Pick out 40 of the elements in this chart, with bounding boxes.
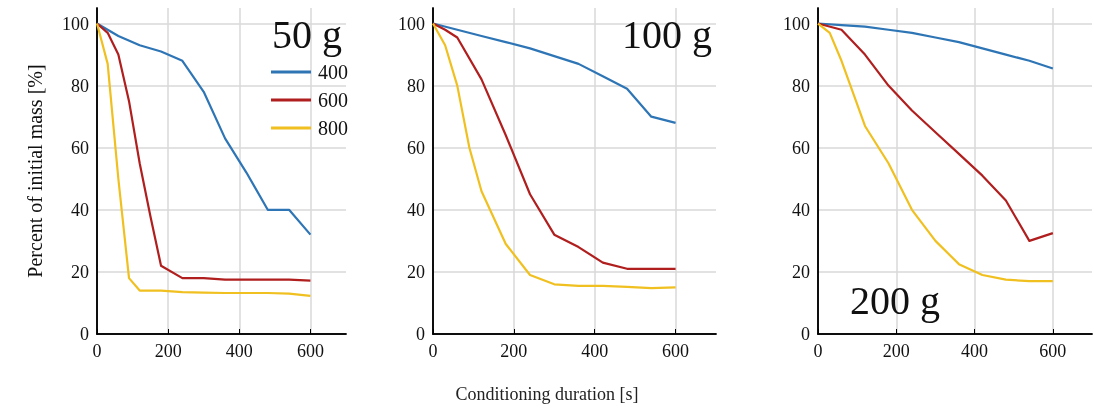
y-tick-label: 0	[416, 324, 425, 344]
y-tick-label: 100	[783, 13, 810, 34]
y-axis-title: Percent of initial mass [%]	[24, 64, 46, 278]
x-tick-label: 600	[662, 341, 690, 361]
x-tick-label: 400	[961, 341, 989, 361]
y-tick-label: 0	[801, 324, 810, 344]
x-tick-label: 400	[225, 341, 253, 361]
y-tick-label: 80	[407, 75, 425, 96]
y-tick-label: 80	[792, 75, 810, 96]
y-tick-label: 80	[71, 75, 89, 96]
y-tick-label: 40	[71, 199, 89, 220]
y-tick-label: 60	[71, 137, 89, 158]
annotation: 100 g	[622, 11, 712, 57]
x-tick-label: 200	[500, 341, 528, 361]
legend-label: 400	[318, 61, 348, 83]
x-tick-label: 200	[154, 341, 182, 361]
y-tick-label: 60	[407, 137, 425, 158]
y-tick-label: 40	[407, 199, 425, 220]
y-tick-label: 20	[792, 261, 810, 282]
x-axis-title: Conditioning duration [s]	[454, 384, 640, 405]
y-tick-label: 100	[398, 13, 425, 34]
y-tick-label: 100	[62, 13, 89, 34]
x-tick-label: 200	[882, 341, 910, 361]
x-tick-label: 0	[92, 341, 102, 361]
y-tick-label: 40	[792, 199, 810, 220]
y-tick-label: 20	[407, 261, 425, 282]
y-tick-label: 60	[792, 137, 810, 158]
x-tick-label: 0	[813, 341, 823, 361]
legend-label: 800	[318, 117, 348, 139]
annotation: 200 g	[850, 277, 940, 323]
line-series	[816, 22, 1054, 283]
x-tick-label: 400	[581, 341, 609, 361]
line-series	[816, 22, 1054, 70]
y-tick-label: 0	[80, 324, 89, 344]
y-tick-label: 20	[71, 261, 89, 282]
annotation: 50 g	[272, 11, 342, 57]
x-tick-label: 600	[1039, 341, 1067, 361]
x-tick-label: 600	[296, 341, 324, 361]
x-tick-label: 0	[428, 341, 438, 361]
legend-label: 600	[318, 89, 348, 111]
